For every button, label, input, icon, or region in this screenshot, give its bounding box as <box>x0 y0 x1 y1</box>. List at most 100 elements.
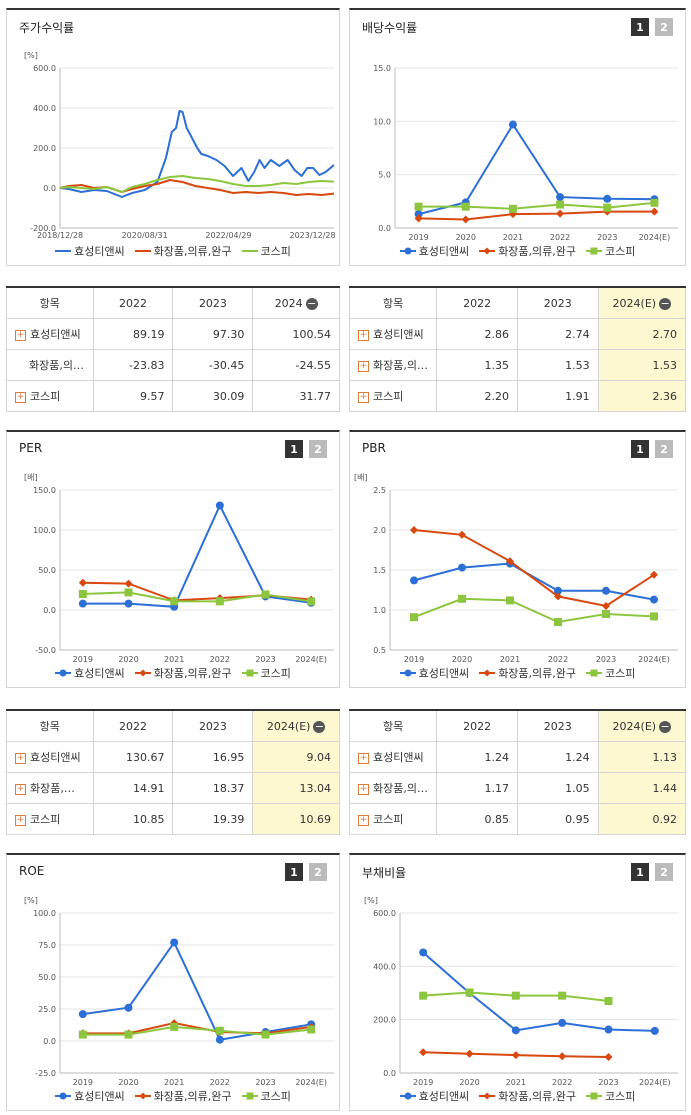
expand-icon[interactable]: + <box>358 329 369 341</box>
page-2-button[interactable]: 2 <box>655 863 673 881</box>
data-point[interactable] <box>650 612 658 621</box>
data-point[interactable] <box>458 530 466 539</box>
collapse-icon[interactable]: − <box>659 719 672 733</box>
data-point[interactable] <box>650 198 659 207</box>
legend-item[interactable]: 화장품,의류,완구 <box>479 665 576 681</box>
legend-item[interactable]: 화장품,의류,완구 <box>134 1088 232 1104</box>
page-1-button[interactable]: 1 <box>631 863 649 881</box>
data-point[interactable] <box>602 610 610 618</box>
data-point[interactable] <box>556 193 565 202</box>
data-point[interactable] <box>558 991 567 1000</box>
data-point[interactable] <box>78 1030 87 1039</box>
legend-item[interactable]: 화장품,의류,완구 <box>134 665 232 681</box>
legend-item[interactable]: 코스피 <box>586 665 635 681</box>
data-point[interactable] <box>170 1022 179 1031</box>
legend-item[interactable]: 코스피 <box>241 243 291 259</box>
data-point[interactable] <box>419 948 428 957</box>
legend-item[interactable]: 화장품,의류,완구 <box>479 243 576 259</box>
expand-icon[interactable]: + <box>358 814 369 826</box>
legend-item[interactable]: 코스피 <box>241 1088 291 1104</box>
data-point[interactable] <box>558 1052 567 1061</box>
data-point[interactable] <box>78 578 87 587</box>
page-2-button[interactable]: 2 <box>309 440 327 458</box>
data-point[interactable] <box>170 597 179 606</box>
page-1-button[interactable]: 1 <box>285 863 303 881</box>
page-1-button[interactable]: 1 <box>631 18 649 36</box>
data-point[interactable] <box>458 563 466 572</box>
page-1-button[interactable]: 1 <box>285 440 303 458</box>
data-point[interactable] <box>307 1025 316 1034</box>
data-point[interactable] <box>404 669 412 677</box>
data-point[interactable] <box>558 1018 567 1027</box>
data-point[interactable] <box>139 1092 147 1100</box>
data-point[interactable] <box>246 669 254 677</box>
legend-item[interactable]: 효성티앤씨 <box>55 1088 125 1104</box>
data-point[interactable] <box>124 1003 133 1012</box>
expand-icon[interactable]: + <box>15 752 26 764</box>
data-point[interactable] <box>603 194 612 203</box>
data-point[interactable] <box>650 207 659 216</box>
data-point[interactable] <box>215 597 224 606</box>
data-point[interactable] <box>78 599 87 608</box>
collapse-icon[interactable]: − <box>659 296 672 310</box>
data-point[interactable] <box>604 997 613 1005</box>
legend-item[interactable]: 코스피 <box>241 665 291 681</box>
data-point[interactable] <box>410 526 418 534</box>
data-point[interactable] <box>124 588 133 597</box>
data-point[interactable] <box>215 501 224 510</box>
data-point[interactable] <box>261 590 270 599</box>
page-2-button[interactable]: 2 <box>309 863 327 881</box>
data-point[interactable] <box>78 1010 87 1019</box>
legend-item[interactable]: 효성티앤씨 <box>55 243 125 259</box>
expand-icon[interactable]: + <box>15 814 26 826</box>
data-point[interactable] <box>461 202 470 211</box>
page-1-button[interactable]: 1 <box>631 440 649 458</box>
expand-icon[interactable]: + <box>358 783 369 795</box>
expand-icon[interactable]: + <box>358 360 369 372</box>
page-2-button[interactable]: 2 <box>655 440 673 458</box>
data-point[interactable] <box>261 1030 270 1039</box>
data-point[interactable] <box>603 203 612 212</box>
data-point[interactable] <box>124 579 133 588</box>
data-point[interactable] <box>554 618 562 626</box>
legend-item[interactable]: 코스피 <box>586 243 635 259</box>
data-point[interactable] <box>414 214 423 223</box>
legend-item[interactable]: 화장품,의류,완구 <box>134 243 232 259</box>
collapse-icon[interactable]: − <box>313 719 326 733</box>
data-point[interactable] <box>461 215 470 224</box>
legend-item[interactable]: 효성티앤씨 <box>399 243 469 259</box>
data-point[interactable] <box>590 1092 598 1100</box>
data-point[interactable] <box>508 204 517 213</box>
data-point[interactable] <box>246 1092 254 1100</box>
data-point[interactable] <box>556 200 565 209</box>
expand-icon[interactable]: + <box>358 752 369 764</box>
data-point[interactable] <box>307 597 316 606</box>
legend-item[interactable]: 효성티앤씨 <box>399 665 469 681</box>
data-point[interactable] <box>170 938 179 947</box>
data-point[interactable] <box>590 669 598 677</box>
data-point[interactable] <box>483 669 491 677</box>
data-point[interactable] <box>215 1026 224 1035</box>
data-point[interactable] <box>511 1051 520 1060</box>
legend-item[interactable]: 효성티앤씨 <box>399 1088 469 1104</box>
data-point[interactable] <box>650 570 658 579</box>
data-point[interactable] <box>602 602 610 610</box>
data-point[interactable] <box>78 590 87 598</box>
data-point[interactable] <box>414 202 423 211</box>
data-point[interactable] <box>465 988 474 997</box>
data-point[interactable] <box>404 1092 412 1100</box>
collapse-icon[interactable]: − <box>305 296 318 310</box>
data-point[interactable] <box>650 595 658 604</box>
data-point[interactable] <box>650 1026 659 1035</box>
data-point[interactable] <box>404 247 412 255</box>
data-point[interactable] <box>556 209 565 218</box>
data-point[interactable] <box>465 1049 474 1058</box>
data-point[interactable] <box>511 1026 520 1035</box>
data-point[interactable] <box>124 1030 133 1039</box>
page-2-button[interactable]: 2 <box>655 18 673 36</box>
data-point[interactable] <box>410 613 418 622</box>
expand-icon[interactable]: + <box>358 391 369 403</box>
data-point[interactable] <box>511 991 520 1000</box>
data-point[interactable] <box>506 557 514 566</box>
expand-icon[interactable]: + <box>15 783 26 795</box>
